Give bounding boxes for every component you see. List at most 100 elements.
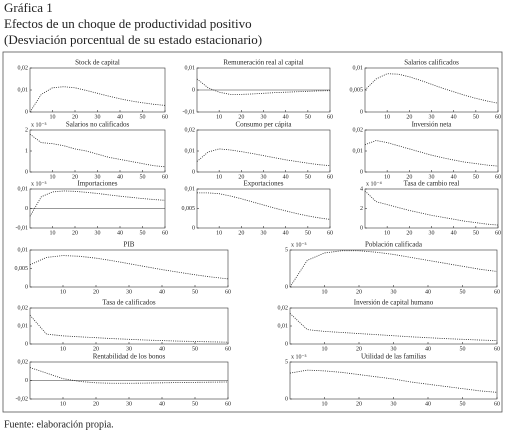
y-tick-label: 0,01 xyxy=(18,186,29,192)
x-tick-label: 10 xyxy=(216,174,222,180)
plot-frame xyxy=(364,129,499,173)
x-tick-label: 60 xyxy=(327,114,333,120)
x-tick-label: 30 xyxy=(95,230,101,236)
x-tick-label: 50 xyxy=(192,289,198,295)
panel-title: Importaciones xyxy=(77,180,117,188)
y-tick-label: 0,01 xyxy=(278,323,289,329)
x-tick-label: 20 xyxy=(406,174,412,180)
series-line xyxy=(196,78,331,95)
y-tick-label: 0,01 xyxy=(185,148,196,154)
series-line xyxy=(29,314,229,343)
plot-frame xyxy=(196,188,331,229)
axis-exponent: x 10⁻³ xyxy=(31,122,47,128)
plot-frame xyxy=(29,307,229,345)
series-line xyxy=(289,250,498,288)
x-tick-label: 10 xyxy=(50,114,56,120)
x-tick-label: 10 xyxy=(60,401,66,407)
x-tick-label: 10 xyxy=(384,174,390,180)
x-tick-label: 40 xyxy=(425,401,431,407)
panel-title: Exportaciones xyxy=(243,180,283,188)
x-tick-label: 20 xyxy=(238,230,244,236)
x-tick-label: 60 xyxy=(225,289,231,295)
subtitle: Efectos de un choque de productividad po… xyxy=(4,16,252,31)
y-tick-label: 0,005 xyxy=(350,87,364,93)
plot-frame xyxy=(289,361,498,400)
x-tick-label: 40 xyxy=(425,289,431,295)
plot-frame xyxy=(364,67,499,113)
x-tick-label: 60 xyxy=(494,401,500,407)
x-tick-label: 50 xyxy=(305,174,311,180)
y-tick-label: -0,02 xyxy=(16,396,29,402)
y-tick-label: 0 xyxy=(25,284,28,290)
x-tick-label: 30 xyxy=(391,401,397,407)
x-tick-label: 50 xyxy=(305,230,311,236)
x-tick-label: 40 xyxy=(117,230,123,236)
figure-frame xyxy=(2,51,503,413)
x-tick-label: 10 xyxy=(60,346,66,352)
y-tick-label: -0,01 xyxy=(183,109,196,115)
x-tick-label: 40 xyxy=(159,346,165,352)
y-tick-label: 0 xyxy=(285,341,288,347)
x-tick-label: 50 xyxy=(140,114,146,120)
x-tick-label: 40 xyxy=(451,230,457,236)
y-tick-label: 0,01 xyxy=(353,65,364,71)
panel-title: Remuneración real al capital xyxy=(223,59,303,67)
y-tick-label: 0 xyxy=(285,284,288,290)
x-tick-label: 60 xyxy=(225,401,231,407)
x-tick-label: 50 xyxy=(473,230,479,236)
x-tick-label: 60 xyxy=(495,230,501,236)
x-tick-label: 60 xyxy=(162,230,168,236)
x-tick-label: 50 xyxy=(460,346,466,352)
series-line xyxy=(29,86,166,113)
series-line xyxy=(29,367,229,384)
x-tick-label: 40 xyxy=(117,174,123,180)
x-tick-label: 30 xyxy=(126,401,132,407)
y-tick-label: 0,02 xyxy=(278,305,289,311)
x-tick-label: 50 xyxy=(460,289,466,295)
x-tick-label: 40 xyxy=(159,401,165,407)
series-line xyxy=(289,369,498,393)
panel-title: Población calificada xyxy=(365,241,423,249)
x-tick-label: 40 xyxy=(283,114,289,120)
subtitle: (Desviación porcentual de su estado esta… xyxy=(4,32,262,47)
x-tick-label: 30 xyxy=(429,230,435,236)
figure-label: Gráfica 1 xyxy=(4,0,53,15)
x-tick-label: 10 xyxy=(50,174,56,180)
x-tick-label: 50 xyxy=(140,230,146,236)
plot-frame xyxy=(29,129,166,173)
y-tick-label: 0,01 xyxy=(18,247,29,253)
series-line xyxy=(196,148,331,167)
series-line xyxy=(364,140,499,167)
panel-title: Stock de capital xyxy=(75,59,120,67)
x-tick-label: 50 xyxy=(460,401,466,407)
x-tick-label: 20 xyxy=(356,289,362,295)
panel-title: Utilidad de las familias xyxy=(361,353,426,361)
series-line xyxy=(289,313,498,341)
series-line xyxy=(364,73,499,104)
x-tick-label: 40 xyxy=(283,174,289,180)
y-tick-label: 0,02 xyxy=(18,305,29,311)
y-tick-label: 4 xyxy=(360,186,363,192)
x-tick-label: 10 xyxy=(322,401,328,407)
x-tick-label: 10 xyxy=(216,114,222,120)
y-tick-label: 0 xyxy=(25,169,28,175)
y-tick-label: 0 xyxy=(25,109,28,115)
x-tick-label: 40 xyxy=(283,230,289,236)
y-tick-label: 0 xyxy=(192,225,195,231)
y-tick-label: 0,005 xyxy=(15,266,29,272)
x-tick-label: 40 xyxy=(117,114,123,120)
x-tick-label: 20 xyxy=(238,174,244,180)
x-tick-label: 20 xyxy=(406,114,412,120)
x-tick-label: 50 xyxy=(473,174,479,180)
x-tick-label: 30 xyxy=(95,174,101,180)
y-tick-label: 0 xyxy=(360,225,363,231)
x-tick-label: 50 xyxy=(305,114,311,120)
y-tick-label: 1 xyxy=(25,148,28,154)
x-tick-label: 60 xyxy=(494,346,500,352)
x-tick-label: 30 xyxy=(261,174,267,180)
y-tick-label: 0 xyxy=(360,109,363,115)
x-tick-label: 20 xyxy=(238,114,244,120)
x-tick-label: 20 xyxy=(72,114,78,120)
x-tick-label: 20 xyxy=(72,230,78,236)
